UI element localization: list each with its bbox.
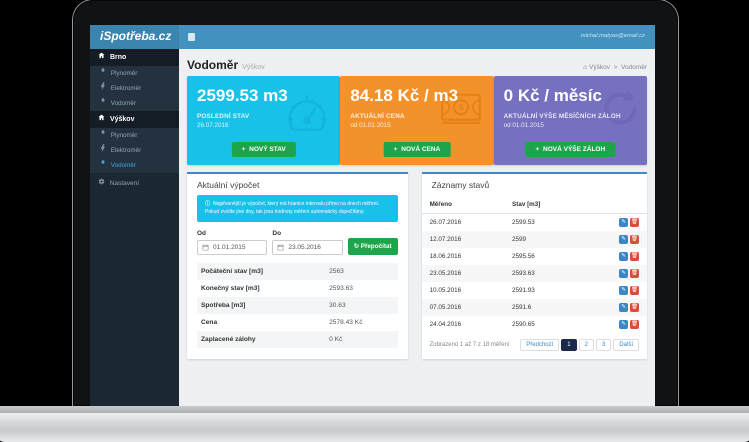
svg-text:$: $ — [458, 102, 463, 112]
